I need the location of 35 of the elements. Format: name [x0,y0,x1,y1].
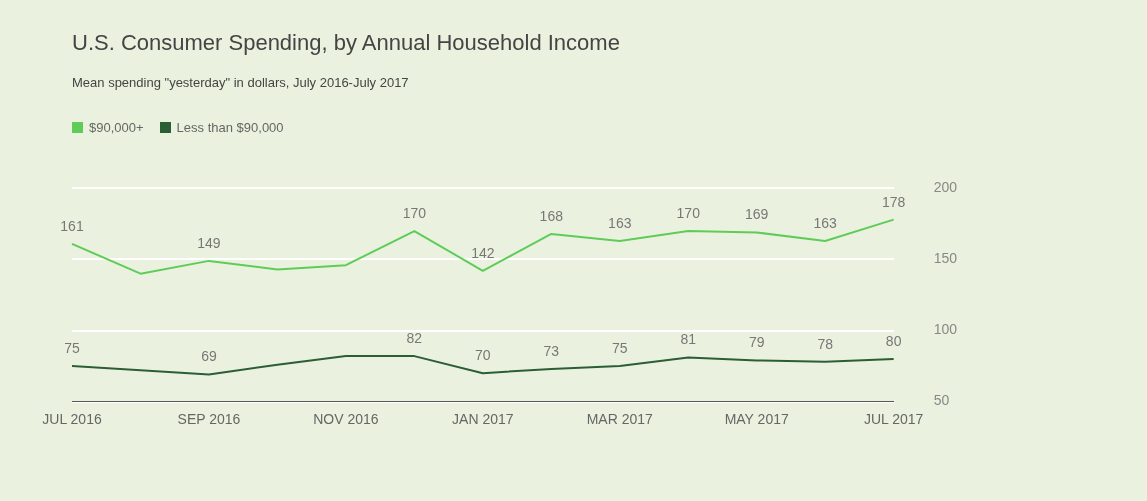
chart-title: U.S. Consumer Spending, by Annual Household Income [72,30,620,56]
y-tick-label: 50 [933,392,950,409]
data-label: 70 [475,347,491,364]
data-label: 75 [64,339,80,356]
data-label: 163 [813,214,838,231]
data-label: 79 [748,334,765,351]
legend-label: $90,000+ [89,120,144,135]
data-label: 168 [539,207,564,224]
legend-label: Less than $90,000 [176,120,284,135]
data-label: 170 [676,204,701,221]
x-tick-label: MAR 2017 [586,410,654,427]
y-tick-label: 100 [933,321,958,338]
data-label: 82 [406,329,423,346]
x-tick-label: JUL 2016 [42,410,102,427]
data-label: 142 [471,244,495,261]
data-label: 78 [817,335,834,352]
data-label: 161 [60,217,84,234]
x-tick-label: SEP 2016 [177,410,241,427]
x-tick-label: JUL 2017 [863,410,924,427]
data-label: 75 [611,339,628,356]
data-label: 80 [885,332,902,349]
y-tick-label: 150 [933,250,958,267]
data-label: 73 [543,342,560,359]
data-label: 149 [197,234,221,251]
data-label: 169 [745,206,769,223]
data-label: 81 [680,331,697,348]
data-label: 170 [402,204,427,221]
x-tick-label: JAN 2017 [452,410,514,427]
chart-subtitle: Mean spending "yesterday" in dollars, July 2016-July 2017 [72,75,409,90]
data-label: 178 [881,193,906,210]
x-tick-label: MAY 2017 [724,410,789,427]
x-tick-label: NOV 2016 [313,410,379,427]
data-label: 163 [608,214,632,231]
data-label: 69 [201,348,217,365]
y-tick-label: 200 [933,179,958,196]
